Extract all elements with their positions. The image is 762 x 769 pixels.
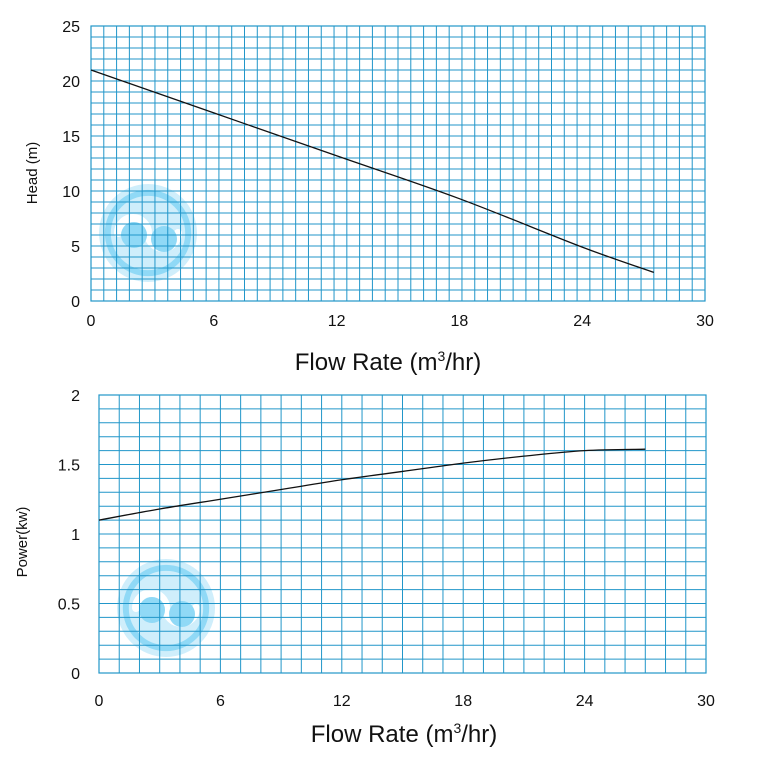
y-tick-label: 2 (71, 388, 80, 405)
x-tick-label: 12 (333, 693, 351, 710)
y-tick-label: 1.5 (58, 458, 80, 475)
x-tick-label: 24 (576, 693, 594, 710)
logo-right-lobe (169, 601, 195, 627)
y-tick-label: 25 (62, 19, 80, 36)
logo-ring (122, 564, 210, 652)
x-tick-label: 0 (87, 313, 96, 330)
pump-swirl-watermark-icon (99, 184, 197, 282)
y-tick-label: 15 (62, 129, 80, 146)
y-axis-label: Power(kw) (14, 507, 31, 578)
y-tick-label: 20 (62, 74, 80, 91)
x-tick-label: 6 (209, 313, 218, 330)
grid (90, 25, 706, 302)
logo-ring (104, 189, 192, 277)
y-tick-label: 0 (71, 666, 80, 683)
x-tick-label: 12 (328, 313, 346, 330)
y-tick-label: 1 (71, 527, 80, 544)
pump-swirl-watermark-icon (117, 559, 215, 657)
y-tick-label: 5 (71, 239, 80, 256)
x-tick-label: 30 (697, 693, 715, 710)
plot-border (90, 25, 706, 302)
x-axis-label: Flow Rate (m3/hr) (311, 720, 497, 748)
y-tick-label: 0.5 (58, 597, 80, 614)
x-axis-label: Flow Rate (m3/hr) (295, 348, 481, 376)
x-tick-label: 18 (451, 313, 469, 330)
power-chart: 0 6 12 18 24 30 0 0.5 1 1.5 2 Flow Rate (m3/hr) Powe… (14, 388, 715, 748)
head-chart: 0 6 12 18 24 30 0 5 10 15 20 25 Flow Rate (m3/hr) Hea… (24, 19, 714, 376)
x-tick-label: 18 (454, 693, 472, 710)
grid (98, 394, 707, 674)
x-tick-label: 0 (95, 693, 104, 710)
logo-left-lobe (139, 597, 165, 623)
x-tick-label: 6 (216, 693, 225, 710)
x-tick-label: 24 (573, 313, 591, 330)
x-tick-label: 30 (696, 313, 714, 330)
head-curve (90, 69, 655, 274)
power-curve (98, 448, 646, 521)
y-tick-label: 10 (62, 184, 80, 201)
y-axis-label: Head (m) (24, 142, 41, 205)
y-tick-label: 0 (71, 294, 80, 311)
plot-border (98, 394, 707, 674)
